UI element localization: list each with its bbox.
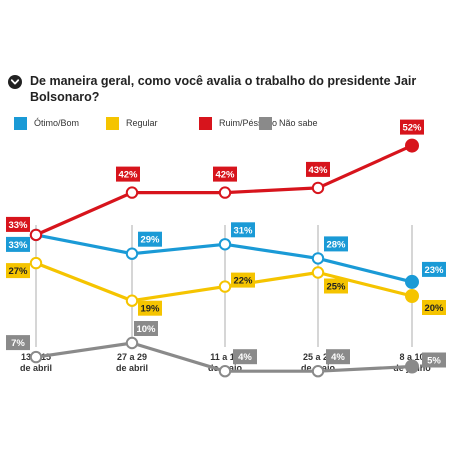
- data-label-box: [116, 166, 140, 182]
- data-point: [311, 252, 325, 265]
- data-label-otimo-bom: 31%: [231, 222, 255, 238]
- x-tick-label: 27 a 29 de abril: [116, 352, 148, 373]
- data-point: [218, 365, 232, 378]
- data-label-text: 7%: [11, 338, 25, 349]
- data-label-text: 43%: [308, 165, 328, 176]
- data-label-ruim-pessimo: 52%: [400, 119, 424, 135]
- data-label-box: [400, 119, 424, 135]
- data-label-text: 29%: [140, 235, 160, 246]
- data-label-nao-sabe: 5%: [422, 352, 446, 368]
- data-label-box: [134, 321, 158, 336]
- legend-swatch: [14, 116, 27, 130]
- data-label-text: 20%: [424, 303, 444, 314]
- data-label-box: [6, 236, 30, 252]
- data-label-ruim-pessimo: 42%: [116, 166, 140, 182]
- data-label-box: [213, 166, 237, 182]
- data-label-text: 10%: [136, 324, 156, 335]
- data-label-box: [6, 216, 30, 232]
- data-point: [29, 350, 43, 364]
- data-label-text: 4%: [238, 352, 252, 363]
- data-label-regular: 19%: [138, 300, 162, 316]
- chevron-down-icon: [8, 75, 22, 89]
- data-label-regular: 27%: [6, 263, 30, 279]
- legend-label: Não sabe: [279, 118, 318, 128]
- legend-swatch: [259, 116, 272, 130]
- data-label-regular: 25%: [324, 278, 348, 294]
- data-label-text: 31%: [233, 225, 253, 236]
- data-label-box: [231, 222, 255, 238]
- data-label-text: 33%: [8, 220, 28, 231]
- legend-item-ruim-pessimo: Ruim/Péssimo: [199, 116, 277, 130]
- data-label-text: 4%: [331, 352, 345, 363]
- data-label-text: 23%: [424, 265, 444, 276]
- data-point: [218, 186, 232, 199]
- legend-item-otimo-bom: Ótimo/Bom: [14, 116, 79, 130]
- data-label-regular: 20%: [422, 300, 446, 315]
- data-label-nao-sabe: 10%: [134, 321, 158, 336]
- data-label-box: [422, 261, 446, 277]
- data-label-box: [326, 349, 350, 365]
- data-label-text: 42%: [215, 170, 235, 181]
- data-label-text: 28%: [326, 239, 346, 250]
- data-label-box: [6, 335, 30, 351]
- data-point: [405, 359, 419, 374]
- data-label-box: [138, 231, 162, 247]
- data-point: [125, 294, 139, 307]
- legend: Ótimo/Bom Regular Ruim/Péssimo Não sabe: [14, 116, 444, 134]
- data-label-text: 33%: [8, 240, 28, 251]
- data-label-text: 25%: [326, 282, 346, 293]
- data-label-box: [138, 300, 162, 316]
- data-point: [311, 181, 325, 195]
- data-label-nao-sabe: 4%: [233, 349, 257, 365]
- data-label-box: [324, 278, 348, 294]
- data-point: [218, 238, 232, 251]
- data-label-text: 27%: [8, 266, 28, 277]
- data-point: [29, 256, 43, 270]
- legend-item-regular: Regular: [106, 116, 158, 130]
- data-label-ruim-pessimo: 43%: [306, 161, 330, 177]
- data-label-text: 52%: [402, 123, 422, 134]
- data-point: [311, 365, 325, 378]
- data-label-ruim-pessimo: 42%: [213, 166, 237, 182]
- data-label-text: 22%: [233, 276, 253, 287]
- data-label-nao-sabe: 4%: [326, 349, 350, 365]
- data-label-box: [422, 352, 446, 368]
- data-point: [405, 274, 419, 289]
- data-point: [311, 266, 325, 279]
- data-point: [405, 138, 419, 153]
- data-point: [405, 289, 419, 303]
- data-label-otimo-bom: 28%: [324, 236, 348, 252]
- data-label-nao-sabe: 7%: [6, 335, 30, 351]
- legend-swatch: [106, 116, 119, 130]
- legend-label: Ruim/Péssimo: [219, 118, 278, 128]
- data-label-box: [233, 349, 257, 365]
- data-point: [125, 186, 139, 199]
- chart-question: De maneira geral, como você avalia o tra…: [30, 74, 417, 104]
- data-point: [29, 228, 43, 242]
- data-point: [125, 247, 139, 260]
- data-point: [218, 280, 232, 293]
- legend-label: Regular: [126, 118, 158, 128]
- data-label-ruim-pessimo: 33%: [6, 216, 30, 232]
- data-label-box: [231, 272, 255, 288]
- data-label-box: [306, 161, 330, 177]
- data-label-text: 5%: [427, 356, 441, 367]
- data-label-box: [422, 300, 446, 315]
- data-label-otimo-bom: 29%: [138, 231, 162, 247]
- data-label-text: 19%: [140, 304, 160, 315]
- data-label-regular: 22%: [231, 272, 255, 288]
- legend-label: Ótimo/Bom: [34, 118, 80, 128]
- data-label-otimo-bom: 23%: [422, 261, 446, 277]
- data-label-box: [324, 236, 348, 252]
- legend-item-nao-sabe: Não sabe: [259, 116, 318, 130]
- legend-swatch: [199, 116, 212, 130]
- data-label-box: [6, 263, 30, 279]
- data-label-otimo-bom: 33%: [6, 236, 30, 252]
- data-point: [125, 336, 139, 350]
- data-label-text: 42%: [118, 170, 138, 181]
